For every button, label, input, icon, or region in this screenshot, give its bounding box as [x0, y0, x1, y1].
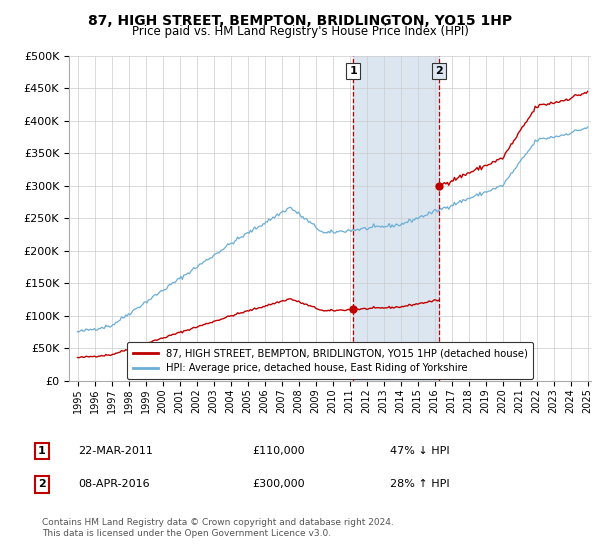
Text: 2: 2	[38, 479, 46, 489]
Text: 28% ↑ HPI: 28% ↑ HPI	[390, 479, 449, 489]
Legend: 87, HIGH STREET, BEMPTON, BRIDLINGTON, YO15 1HP (detached house), HPI: Average p: 87, HIGH STREET, BEMPTON, BRIDLINGTON, Y…	[127, 342, 533, 379]
Text: 22-MAR-2011: 22-MAR-2011	[78, 446, 153, 456]
Text: £110,000: £110,000	[252, 446, 305, 456]
Text: Contains HM Land Registry data © Crown copyright and database right 2024.
This d: Contains HM Land Registry data © Crown c…	[42, 518, 394, 538]
Text: 1: 1	[38, 446, 46, 456]
Text: 1: 1	[349, 66, 357, 76]
Text: Price paid vs. HM Land Registry's House Price Index (HPI): Price paid vs. HM Land Registry's House …	[131, 25, 469, 38]
Bar	[353, 56, 439, 381]
Text: 2: 2	[435, 66, 443, 76]
Text: 08-APR-2016: 08-APR-2016	[78, 479, 149, 489]
Text: 87, HIGH STREET, BEMPTON, BRIDLINGTON, YO15 1HP: 87, HIGH STREET, BEMPTON, BRIDLINGTON, Y…	[88, 14, 512, 28]
Text: 47% ↓ HPI: 47% ↓ HPI	[390, 446, 449, 456]
Text: £300,000: £300,000	[252, 479, 305, 489]
